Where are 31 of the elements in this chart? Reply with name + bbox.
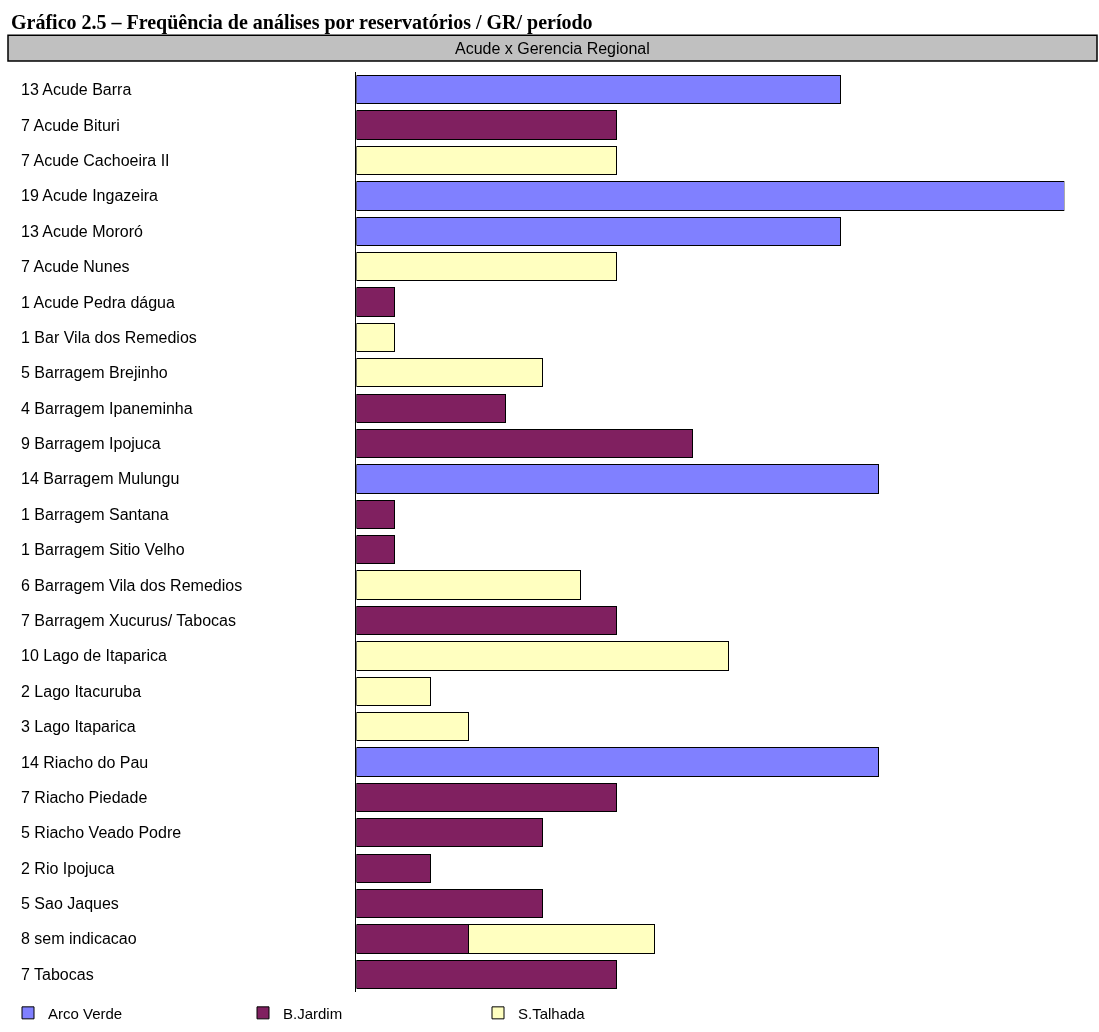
y-tick-label: 1 Bar Vila dos Remedios [21,329,197,346]
y-tick-label: 8 sem indicacao [21,930,137,947]
y-tick-label: 7 Acude Cachoeira II [21,152,170,169]
y-tick-label: 5 Barragem Brejinho [21,364,168,381]
y-tick-label: 4 Barragem Ipaneminha [21,400,193,417]
y-tick-label: 10 Lago de Itaparica [21,647,167,664]
legend-label: S.Talhada [518,1004,586,1022]
y-tick-label: 13 Acude Barra [21,81,132,98]
y-tick-label: 7 Barragem Xucurus/ Tabocas [21,612,236,629]
y-tick-label: 7 Tabocas [21,966,94,983]
chart-title: Gráfico 2.5 – Freqüência de análises por reservatórios / GR/ período [10,11,593,35]
y-tick-label: 14 Barragem Mulungu [21,470,180,487]
legend-label: Arco Verde [48,1004,123,1022]
y-tick-label: 7 Riacho Piedade [21,789,148,806]
y-tick-label: 7 Acude Bituri [21,117,120,134]
y-tick-label: 9 Barragem Ipojuca [21,435,161,452]
y-tick-label: 14 Riacho do Pau [21,754,149,771]
y-tick-label: 1 Acude Pedra dágua [21,294,176,311]
chart-subtitle: Acude x Gerencia Regional [455,40,650,57]
y-tick-label: 3 Lago Itaparica [21,718,136,735]
y-tick-label: 5 Riacho Veado Podre [21,824,182,841]
y-tick-label: 1 Barragem Sitio Velho [21,541,185,558]
y-tick-label: 13 Acude Mororó [21,223,143,240]
y-tick-label: 19 Acude Ingazeira [21,187,159,204]
y-tick-label: 1 Barragem Santana [21,506,169,523]
legend-label: B.Jardim [283,1004,343,1022]
y-tick-label: 5 Sao Jaques [21,895,119,912]
y-tick-label: 7 Acude Nunes [21,258,130,275]
y-tick-label: 2 Rio Ipojuca [21,860,115,877]
y-tick-label: 2 Lago Itacuruba [21,683,142,700]
y-tick-label: 6 Barragem Vila dos Remedios [21,577,243,594]
